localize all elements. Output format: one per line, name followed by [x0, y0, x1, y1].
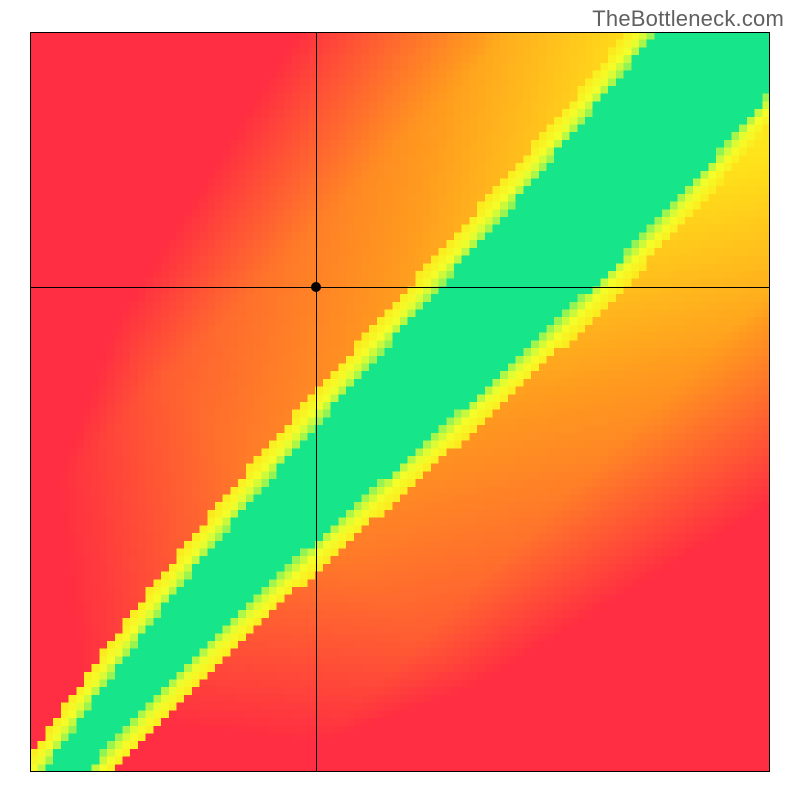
crosshair-horizontal	[30, 287, 770, 288]
chart-container: TheBottleneck.com	[0, 0, 800, 800]
watermark-text: TheBottleneck.com	[592, 6, 784, 32]
crosshair-marker	[311, 282, 321, 292]
crosshair-vertical	[316, 32, 317, 772]
heatmap-plot	[30, 32, 770, 772]
heatmap-canvas	[30, 32, 770, 772]
